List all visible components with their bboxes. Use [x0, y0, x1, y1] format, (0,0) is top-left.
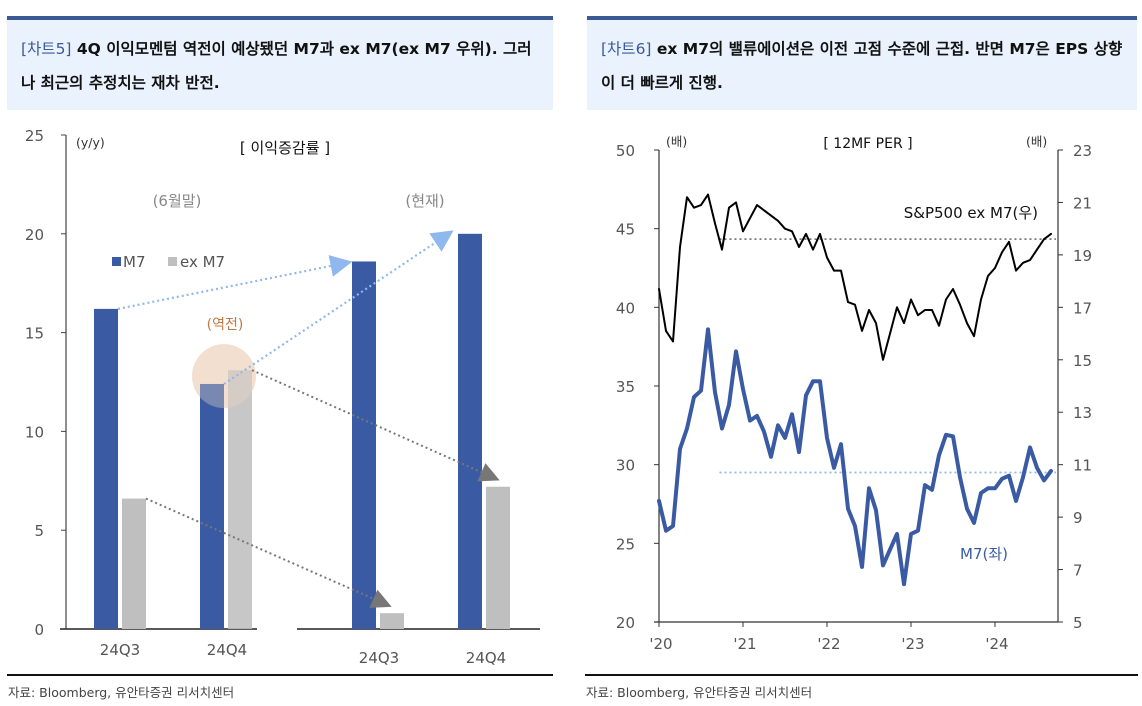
footer-divider [585, 674, 1138, 676]
reversal-highlight-overlay [192, 344, 256, 409]
right-y-tick-label: 13 [1073, 404, 1092, 422]
group-label-current: (현재) [405, 192, 444, 210]
chart5-title: [차트5] 4Q 이익모멘텀 역전이 예상됐던 M7과 ex M7(ex M7 … [21, 32, 539, 100]
left-y-tick-label: 35 [616, 378, 635, 396]
y-tick-label: 15 [25, 325, 44, 343]
left-y-tick-label: 25 [616, 535, 635, 553]
bar-exm7 [228, 370, 252, 629]
bar-m7 [458, 233, 482, 630]
x-tick-label: '20 [649, 635, 672, 653]
x-category-label: 24Q4 [466, 649, 506, 667]
legend-swatch-m7 [112, 257, 121, 266]
right-y-axis-unit: (배) [1026, 134, 1047, 149]
legend-label-exm7: ex M7 [180, 253, 225, 271]
series-line-m7 [657, 327, 1053, 587]
y-tick-label: 0 [34, 621, 44, 639]
chart6-title: [차트6] ex M7의 밸류에이션은 이전 고점 수준에 근접. 반면 M7은… [601, 32, 1123, 100]
bar-m7 [200, 383, 224, 629]
bar-m7 [94, 308, 118, 629]
x-category-label: 24Q3 [359, 649, 399, 667]
bar-exm7 [380, 613, 404, 629]
chart6-title-text: ex M7의 밸류에이션은 이전 고점 수준에 근접. 반면 M7은 EPS 상… [601, 40, 1123, 92]
reversal-annotation: (역전) [207, 317, 244, 333]
earnings-growth-bar-chart: 0 5 10 15 20 25 (y/y) [ 이익증감률 ] 24Q3 24Q4 24Q3 24Q4… [25, 127, 540, 667]
right-y-tick-label: 11 [1073, 457, 1092, 475]
y-tick-label: 10 [25, 423, 44, 441]
x-tick-label: '21 [733, 635, 756, 653]
left-y-tick-label: 30 [616, 457, 635, 475]
arrow-exm7-24q3 [145, 497, 392, 608]
x-category-label: 24Q4 [207, 641, 247, 659]
right-y-tick-label: 5 [1073, 614, 1083, 632]
arrow-m7-24q3 [117, 255, 353, 310]
legend-label-m7: M7 [123, 253, 146, 271]
right-y-tick-label: 9 [1073, 509, 1083, 527]
right-y-tick-label: 21 [1073, 194, 1092, 212]
bar-exm7 [122, 498, 146, 629]
legend-swatch-exm7 [168, 257, 177, 266]
x-category-label: 24Q3 [100, 641, 140, 659]
per-line-chart: 20 25 30 35 40 45 50 5 7 9 11 13 15 17 19 21 23 '20 '21 '22… [616, 134, 1092, 653]
chart-title: [ 12MF PER ] [823, 136, 912, 152]
left-y-tick-label: 45 [616, 221, 635, 239]
bar-exm7 [486, 486, 510, 629]
right-y-tick-label: 17 [1073, 299, 1092, 317]
chart-title: [ 이익증감률 ] [240, 139, 330, 157]
left-y-tick-label: 20 [616, 614, 635, 632]
x-tick-label: '23 [901, 635, 924, 653]
right-y-tick-label: 7 [1073, 562, 1083, 580]
y-tick-label: 5 [34, 522, 44, 540]
chart5-panel: [차트5] 4Q 이익모멘텀 역전이 예상됐던 M7과 ex M7(ex M7 … [0, 0, 560, 706]
chart6-title-box: [차트6] ex M7의 밸류에이션은 이전 고점 수준에 근접. 반면 M7은… [587, 16, 1137, 110]
left-y-tick-label: 40 [616, 299, 635, 317]
right-y-tick-label: 19 [1073, 247, 1092, 265]
series-label-m7: M7(좌) [960, 545, 1008, 563]
arrow-m7-24q4 [223, 230, 454, 385]
chart5-title-text: 4Q 이익모멘텀 역전이 예상됐던 M7과 ex M7(ex M7 우위). 그… [21, 40, 532, 92]
chart6-tag: [차트6] [601, 40, 652, 58]
chart6-source: 자료: Bloomberg, 유안타증권 리서치센터 [586, 685, 813, 700]
x-tick-label: '24 [985, 635, 1008, 653]
footer-divider [7, 674, 553, 676]
left-y-axis-unit: (배) [666, 134, 687, 149]
left-y-tick-label: 50 [616, 142, 635, 160]
chart5-title-box: [차트5] 4Q 이익모멘텀 역전이 예상됐던 M7과 ex M7(ex M7 … [7, 16, 553, 110]
chart5-tag: [차트5] [21, 40, 72, 58]
y-tick-label: 20 [25, 226, 44, 244]
bar-m7 [352, 261, 376, 629]
y-axis-unit: (y/y) [76, 135, 105, 150]
chart6-panel: [차트6] ex M7의 밸류에이션은 이전 고점 수준에 근접. 반면 M7은… [578, 0, 1142, 706]
y-tick-label: 25 [25, 127, 44, 145]
right-y-tick-label: 23 [1073, 142, 1092, 160]
right-y-tick-label: 15 [1073, 352, 1092, 370]
group-label-june: (6월말) [153, 192, 202, 210]
x-tick-label: '22 [817, 635, 840, 653]
chart5-source: 자료: Bloomberg, 유안타증권 리서치센터 [8, 685, 235, 700]
series-label-exm7: S&P500 ex M7(우) [904, 204, 1038, 222]
series-line-exm7 [658, 193, 1052, 361]
